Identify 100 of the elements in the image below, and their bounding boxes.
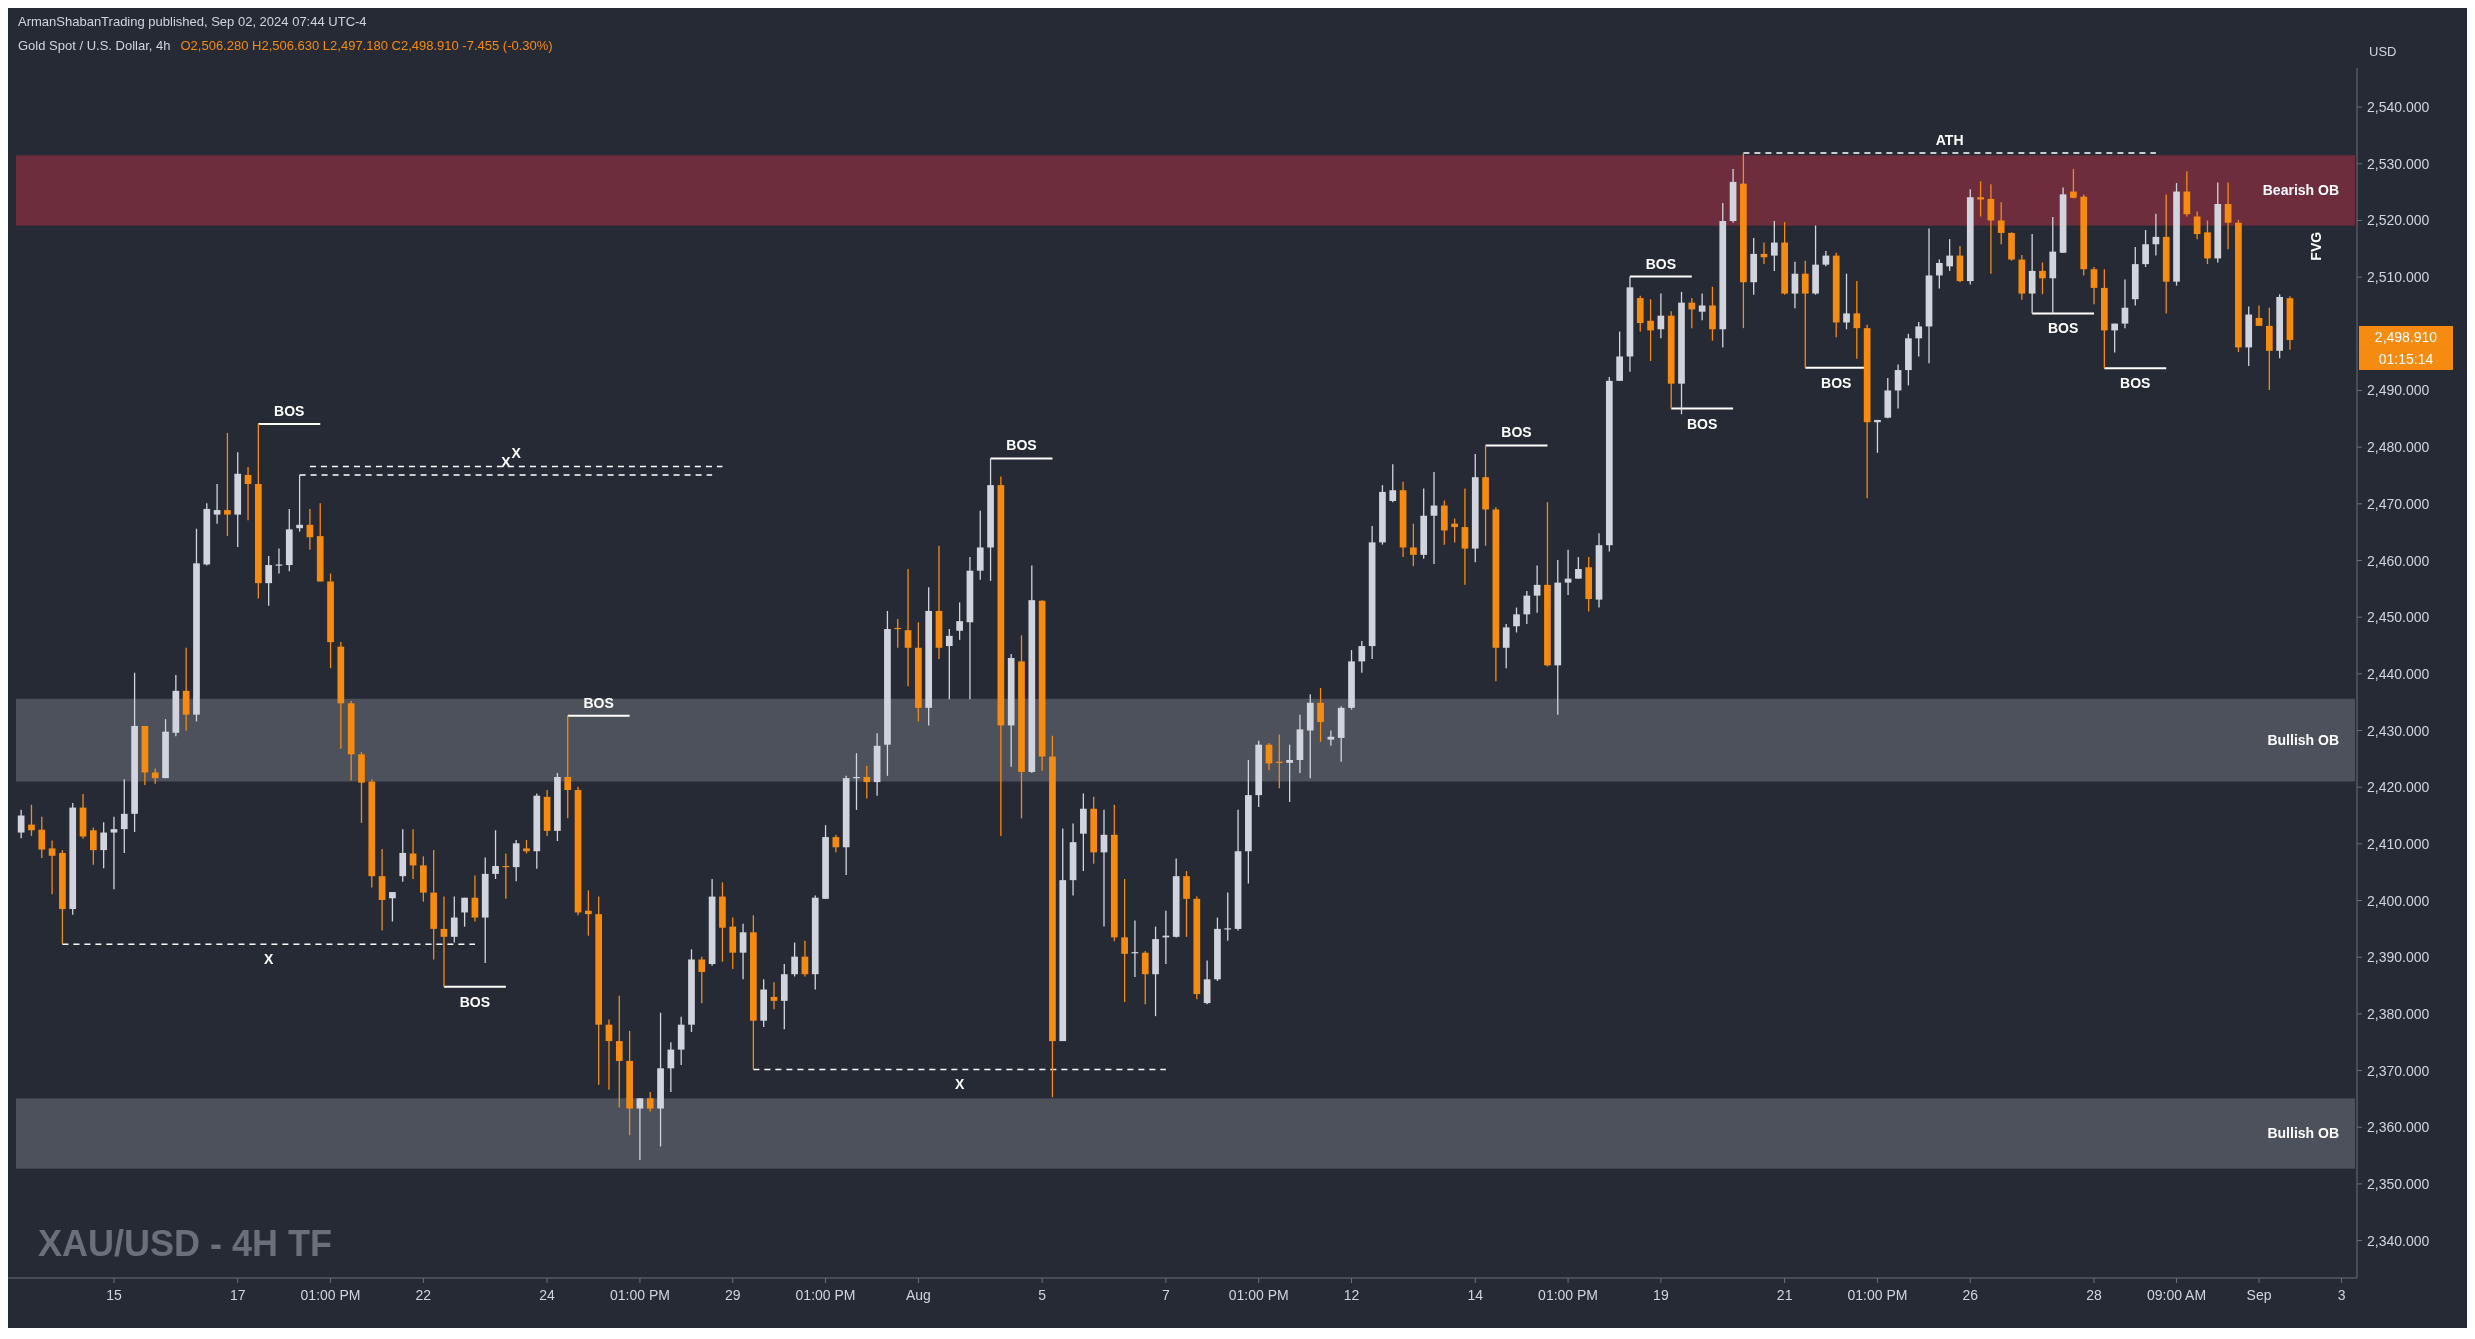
candlestick xyxy=(399,828,407,883)
candlestick xyxy=(440,895,448,988)
x-tick-label: 17 xyxy=(229,1287,246,1303)
candlestick xyxy=(1317,687,1324,743)
candlestick xyxy=(2111,322,2118,354)
ref-line-label: BOS xyxy=(1645,255,1677,272)
candlestick xyxy=(564,715,572,820)
y-tick-label: 2,470.000 xyxy=(2367,495,2430,512)
ref-line-label: BOS xyxy=(1501,424,1532,441)
x-tick-label: 15 xyxy=(106,1287,122,1303)
x-tick-label: 7 xyxy=(1161,1287,1170,1303)
x-tick-label: 19 xyxy=(1653,1287,1669,1303)
y-tick-label: 2,430.000 xyxy=(2367,722,2430,739)
x-tick-label: 01:00 PM xyxy=(300,1287,361,1303)
y-tick-label: 2,450.000 xyxy=(2367,609,2430,626)
x-tick-label: 22 xyxy=(415,1287,432,1303)
y-tick-label: 2,480.000 xyxy=(2367,439,2430,456)
candlestick xyxy=(2090,266,2098,305)
y-tick-label: 2,360.000 xyxy=(2367,1119,2430,1136)
candlestick xyxy=(956,601,963,641)
y-tick-label: 2,510.000 xyxy=(2367,269,2430,286)
candlestick xyxy=(1389,463,1397,503)
ref-line-label: BOS xyxy=(1821,374,1852,391)
candlestick xyxy=(1121,878,1128,1003)
candlestick xyxy=(1688,297,1696,329)
x-tick-label: 01:00 PM xyxy=(1847,1287,1908,1303)
candlestick xyxy=(2121,278,2129,329)
candlestick xyxy=(110,816,118,890)
text: ArmanShabanTrading published, Sep 02, 2024 07:44 UTC-4 xyxy=(18,14,367,29)
candlestick xyxy=(1327,729,1335,747)
candlestick xyxy=(28,804,35,837)
x-tick-label: Aug xyxy=(905,1287,931,1303)
candlestick xyxy=(2039,261,2046,295)
candlestick xyxy=(471,874,479,923)
y-tick-label: 2,530.000 xyxy=(2367,155,2430,172)
x-tick-label: 01:00 PM xyxy=(1228,1287,1289,1303)
y-tick-label: 2,440.000 xyxy=(2367,665,2430,682)
x-tick-label: 5 xyxy=(1038,1287,1047,1303)
ref-line-label: BOS xyxy=(459,993,491,1010)
candlestick xyxy=(1533,564,1541,614)
candlestick xyxy=(120,778,128,854)
ref-line-label: ATH xyxy=(1935,132,1964,149)
y-axis-title: USD xyxy=(2369,44,2397,59)
candlestick xyxy=(1523,590,1531,625)
x-tick-label: 28 xyxy=(2086,1287,2103,1303)
candlestick xyxy=(615,995,623,1109)
candlestick xyxy=(2193,210,2201,240)
x-tick-label: 24 xyxy=(539,1287,556,1303)
annotation: XAU/USD - 4H TF xyxy=(38,1223,333,1264)
candlestick xyxy=(2070,168,2077,199)
band-label: Bullish OB xyxy=(2267,1125,2339,1142)
candlestick xyxy=(739,923,747,980)
ref-line-label: BOS xyxy=(2120,375,2151,392)
candlestick xyxy=(1698,292,1706,321)
candlestick xyxy=(1977,180,1984,218)
y-tick-label: 2,420.000 xyxy=(2367,779,2430,796)
y-tick-label: 2,460.000 xyxy=(2367,552,2430,569)
text: 2,498.910 xyxy=(2374,328,2438,345)
candlestick xyxy=(1647,298,1654,362)
y-tick-label: 2,350.000 xyxy=(2367,1175,2430,1192)
candlestick xyxy=(1461,487,1469,586)
candlestick xyxy=(2142,229,2149,268)
candlestick xyxy=(512,839,520,882)
candlestick xyxy=(1286,744,1293,803)
x-tick-label: 09:00 AM xyxy=(2146,1287,2207,1303)
ref-line-label: BOS xyxy=(274,402,305,419)
candlestick xyxy=(1575,556,1582,580)
candlestick xyxy=(48,839,56,895)
x-tick-label: 01:00 PM xyxy=(609,1287,670,1303)
candlestick xyxy=(1935,258,1943,290)
candlestick xyxy=(2255,304,2263,327)
candlestick xyxy=(1843,273,1850,330)
y-tick-label: 2,340.000 xyxy=(2367,1232,2430,1249)
candlestick xyxy=(1791,261,1799,309)
candlestick xyxy=(492,829,499,880)
y-tick-label: 2,390.000 xyxy=(2367,949,2430,966)
chart-title: Gold Spot / U.S. Dollar, 4h xyxy=(18,38,171,53)
candlestick xyxy=(224,432,231,537)
x-tick-label: 01:00 PM xyxy=(1538,1287,1599,1303)
candlestick xyxy=(275,547,283,575)
candlestick xyxy=(17,809,25,839)
candlestick xyxy=(461,897,468,928)
candlestick xyxy=(378,848,386,932)
band-label: Bearish OB xyxy=(2262,182,2339,199)
y-tick-label: 2,540.000 xyxy=(2367,99,2430,116)
candlestick xyxy=(450,895,458,944)
annotation: FVG xyxy=(2307,231,2324,261)
text: 01:15:14 xyxy=(2378,350,2434,367)
y-tick-label: 2,400.000 xyxy=(2367,892,2430,909)
y-tick-label: 2,410.000 xyxy=(2367,835,2430,852)
candlestick xyxy=(1946,238,1953,272)
candlestick xyxy=(1513,606,1520,634)
candlestick xyxy=(1915,321,1923,358)
candlestick xyxy=(1997,201,2005,245)
candlestick xyxy=(1451,517,1458,544)
ref-line-label: BOS xyxy=(2047,320,2079,337)
candlestick xyxy=(38,816,46,859)
x-tick-label: 14 xyxy=(1467,1287,1484,1303)
chart-subtitle: O2,506.280 H2,506.630 L2,497.180 C2,498.910 -7.455 (-0.30%) xyxy=(180,38,553,53)
candlestick xyxy=(1358,640,1366,674)
